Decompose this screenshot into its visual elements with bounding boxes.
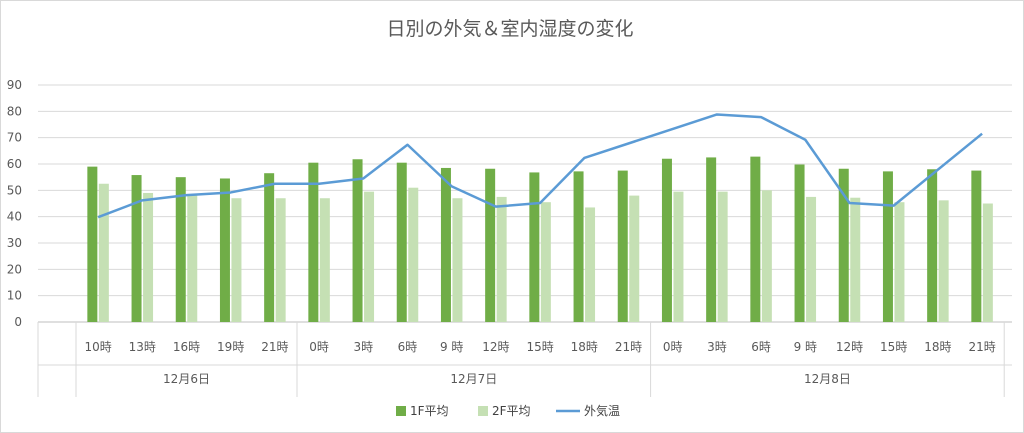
y-axis: 0 10 20 30 40 50 60 70 80 90 [7,78,22,329]
group-label: 12月7日 [450,372,497,386]
bar-2f [143,192,154,322]
bar-1f [396,162,407,322]
x-tick-label: 21時 [968,340,995,354]
x-tick-label: 3時 [707,340,727,354]
y-tick-label: 40 [7,210,22,224]
group-label: 12月6日 [163,372,210,386]
x-tick-label: 9 時 [794,340,817,354]
bars [87,156,993,322]
bar-1f [661,158,672,322]
x-tick-label: 9 時 [440,340,463,354]
x-tick-label: 16時 [173,340,200,354]
x-tick-label: 6時 [751,340,771,354]
bar-1f [838,168,849,322]
bar-2f [364,191,375,322]
bar-2f [408,187,419,322]
bar-2f [452,198,463,322]
bar-2f [673,191,684,322]
legend-swatch [396,406,406,416]
gridlines [38,84,1012,323]
x-tick-label: 15時 [526,340,553,354]
chart-title: 日別の外気＆室内湿度の変化 [386,18,633,40]
legend-swatch [478,406,488,416]
bar-1f [485,168,496,322]
bar-1f [927,169,938,322]
bar-1f [352,159,363,322]
y-tick-label: 90 [7,78,22,92]
x-tick-label: 6時 [398,340,418,354]
x-tick-label: 19時 [217,340,244,354]
y-tick-label: 0 [14,315,22,329]
legend-label: 2F平均 [492,404,531,418]
bar-1f [971,170,982,322]
bar-2f [806,196,817,322]
bar-2f [496,196,507,322]
bar-1f [882,171,893,322]
bar-2f [629,195,640,322]
bar-1f [131,175,142,322]
bar-2f [275,198,286,322]
bar-2f [717,191,728,322]
y-tick-label: 20 [7,262,22,276]
bar-1f [87,166,98,322]
x-tick-label: 21時 [615,340,642,354]
bar-1f [706,157,717,322]
x-axis: 10時 13時 16時 19時 21時 0時 3時 6時 9 時 12時 15時 18時 21時 0時 3時… [37,322,1012,397]
x-tick-label: 18時 [571,340,598,354]
bar-1f [219,178,230,322]
legend: 1F平均 2F平均 外気温 [396,403,620,418]
x-tick-label: 18時 [924,340,951,354]
y-tick-label: 60 [7,157,22,171]
x-tick-label: 13時 [129,340,156,354]
x-tick-label: 10時 [84,340,111,354]
line-series [97,113,983,219]
x-tick-label: 12時 [836,340,863,354]
bar-1f [529,172,540,322]
bar-2f [850,197,861,322]
bar-1f [308,162,319,322]
line-outside-temp [97,113,983,219]
bar-2f [938,200,949,322]
bar-2f [540,202,551,322]
bar-1f [175,177,186,322]
bar-1f [794,164,805,322]
x-tick-label: 15時 [880,340,907,354]
x-tick-label: 12時 [482,340,509,354]
legend-label: 1F平均 [410,404,449,418]
bar-2f [761,190,772,322]
bar-2f [231,198,242,322]
y-tick-label: 80 [7,104,22,118]
bar-2f [894,202,905,322]
bar-1f [617,170,628,322]
y-tick-label: 50 [7,183,22,197]
bar-2f [98,183,109,322]
bar-1f [750,156,761,322]
x-tick-label: 0時 [663,340,683,354]
group-label: 12月8日 [804,372,851,386]
x-tick-label: 3時 [353,340,373,354]
bar-1f [573,171,584,322]
x-tick-label: 21時 [261,340,288,354]
bar-2f [319,198,330,322]
y-tick-label: 30 [7,236,22,250]
bar-2f [585,207,596,322]
bar-2f [187,194,198,322]
y-tick-label: 10 [7,289,22,303]
bar-1f [264,173,275,322]
bar-2f [982,203,993,322]
bar-1f [440,167,451,322]
x-tick-label: 0時 [309,340,329,354]
legend-label: 外気温 [584,403,620,418]
y-tick-label: 70 [7,131,22,145]
